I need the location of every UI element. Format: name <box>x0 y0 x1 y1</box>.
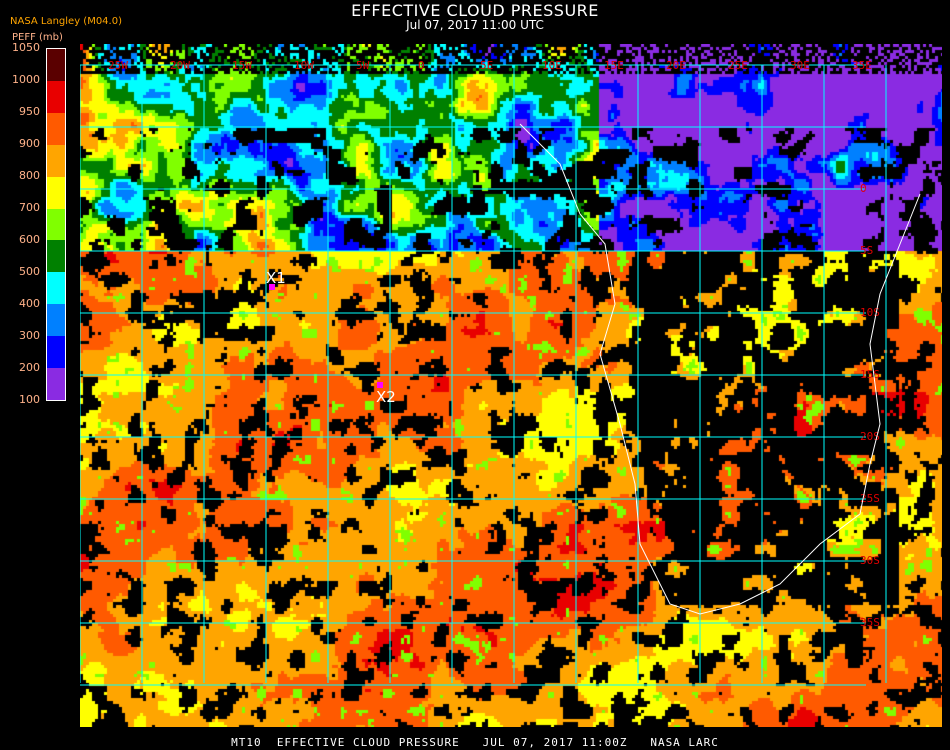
legend-tick: 950 <box>19 105 40 118</box>
latitude-label: 30S <box>860 554 880 567</box>
legend-tick: 1000 <box>12 73 40 86</box>
latitude-label: 0 <box>860 182 867 195</box>
legend-swatch <box>47 112 65 145</box>
footer-caption: MT10 EFFECTIVE CLOUD PRESSURE JUL 07, 20… <box>231 736 719 749</box>
legend-tick: 100 <box>19 393 40 406</box>
legend-tick: 900 <box>19 137 40 150</box>
legend-tick: 300 <box>19 329 40 342</box>
legend-swatch <box>47 272 65 305</box>
org-label: NASA Langley (M04.0) <box>10 16 122 27</box>
longitude-label: 20E <box>666 59 686 72</box>
marker-x1[interactable] <box>269 284 275 290</box>
legend-unit: PEFF (mb) <box>12 32 63 43</box>
marker-x2[interactable] <box>377 382 383 388</box>
latitude-label: 10S <box>860 306 880 319</box>
longitude-label: 25W <box>108 59 128 72</box>
legend-swatch <box>47 176 65 209</box>
longitude-label: 5E <box>480 59 493 72</box>
longitude-label: 35E <box>852 59 872 72</box>
cloud-pressure-map: 25W 20W 15W 10W 5W 0 5E 10E 15E 20E 25E 30E 35E 0 5S 10… <box>80 44 942 727</box>
longitude-label: 15W <box>232 59 252 72</box>
longitude-label: 25E <box>728 59 748 72</box>
longitude-label: 15E <box>604 59 624 72</box>
legend-tick: 600 <box>19 233 40 246</box>
africa-coastline <box>519 123 921 615</box>
latitude-label: 15S <box>860 368 880 381</box>
legend-swatch <box>47 336 65 369</box>
map-grid-overlay: 25W 20W 15W 10W 5W 0 5E 10E 15E 20E 25E 30E 35E 0 5S 10… <box>80 59 921 686</box>
latitude-label: 5S <box>860 244 873 257</box>
legend-tick: 500 <box>19 265 40 278</box>
satellite-image <box>80 44 942 727</box>
longitude-label: 5W <box>356 59 370 72</box>
legend-swatch <box>47 49 65 81</box>
legend-swatch <box>47 304 65 337</box>
marker-label: X1 <box>266 269 286 287</box>
legend-tick: 1050 <box>12 41 40 54</box>
color-bar-legend <box>46 48 66 401</box>
longitude-label: 0 <box>418 59 425 72</box>
marker-label: X2 <box>376 388 396 406</box>
latitude-label: 35S <box>860 616 880 629</box>
longitude-label: 20W <box>170 59 190 72</box>
legend-swatch <box>47 208 65 241</box>
latitude-label: 20S <box>860 430 880 443</box>
legend-tick: 700 <box>19 201 40 214</box>
longitude-label: 10W <box>294 59 314 72</box>
longitude-label: 30E <box>790 59 810 72</box>
legend-swatch <box>47 80 65 113</box>
map-title: EFFECTIVE CLOUD PRESSURE <box>351 1 599 20</box>
legend-tick: 800 <box>19 169 40 182</box>
map-timestamp: Jul 07, 2017 11:00 UTC <box>406 18 544 32</box>
legend-tick: 400 <box>19 297 40 310</box>
legend-swatch <box>47 368 65 400</box>
legend-swatch <box>47 144 65 177</box>
legend-swatch <box>47 240 65 273</box>
longitude-label: 10E <box>542 59 562 72</box>
legend-tick: 200 <box>19 361 40 374</box>
latitude-label: 25S <box>860 492 880 505</box>
